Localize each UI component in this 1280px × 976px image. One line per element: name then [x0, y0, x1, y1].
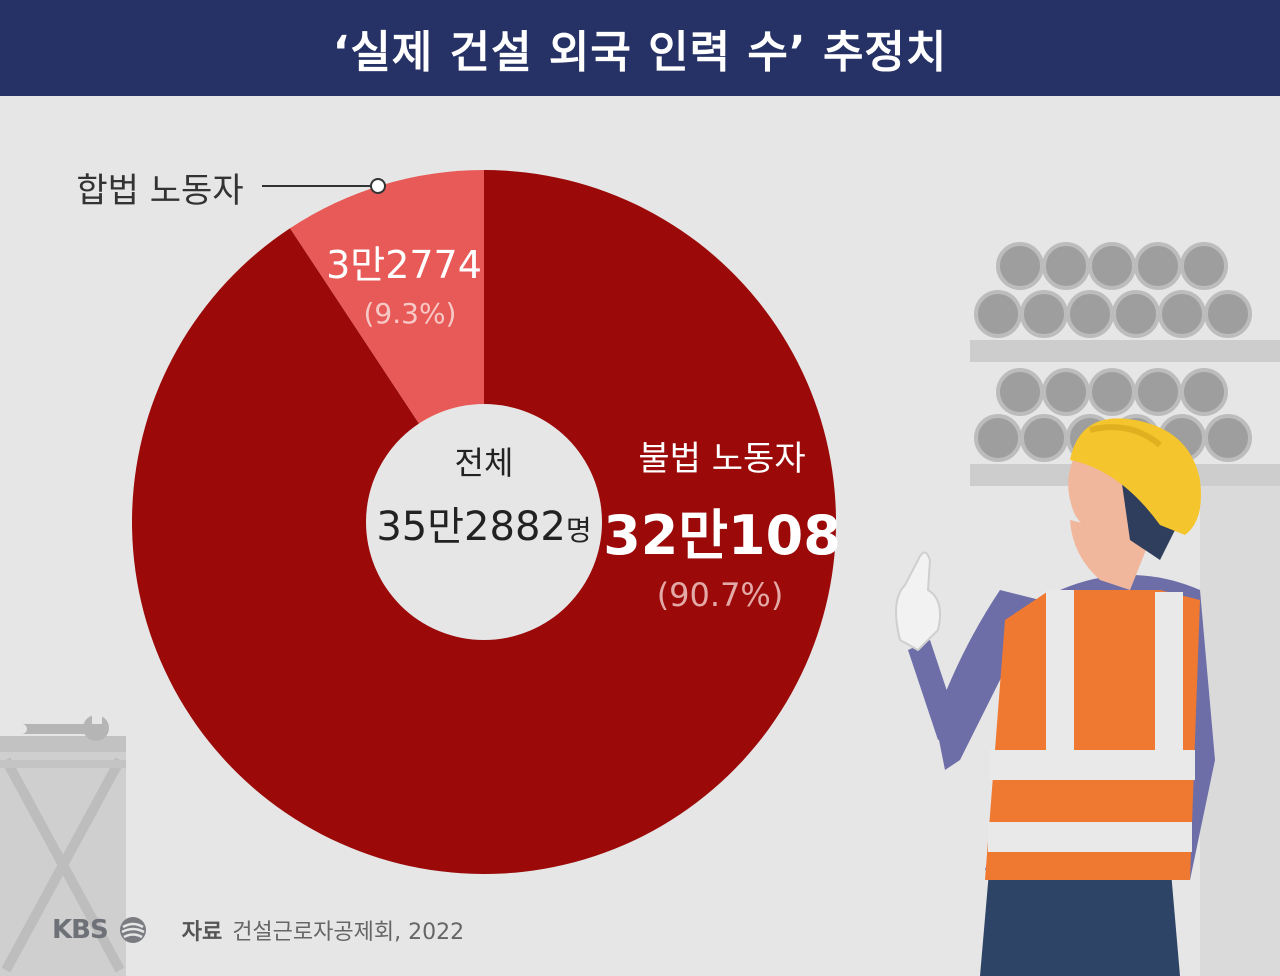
center-label: 전체	[455, 444, 514, 482]
crate-illustration	[0, 736, 126, 976]
donut-hole	[366, 404, 602, 640]
legal-slice-percent: (9.3%)	[364, 297, 457, 330]
pipe-rack-illustration	[970, 242, 1280, 976]
kbs-logo-icon	[119, 917, 146, 943]
kbs-logo-text: KBS	[52, 915, 109, 945]
footer: KBS 자료 건설근로자공제회, 2022	[52, 912, 464, 948]
worker-illustration	[895, 418, 1215, 976]
legal-slice-value: 3만2774	[326, 243, 482, 287]
source-text: 건설근로자공제회, 2022	[232, 920, 465, 945]
illegal-slice-percent: (90.7%)	[657, 576, 784, 614]
source-label: 자료	[181, 920, 223, 945]
total-value: 35만2882명	[376, 504, 591, 550]
legal-slice-name: 합법 노동자	[76, 171, 243, 211]
header-bar: ‘실제 건설 외국 인력 수’ 추정치	[0, 0, 1280, 96]
page-title: ‘실제 건설 외국 인력 수’ 추정치	[332, 27, 948, 78]
illegal-slice-name: 불법 노동자	[638, 439, 805, 479]
legal-leader-dot	[370, 178, 386, 194]
illegal-slice-value: 32만108	[603, 504, 841, 567]
wrench-icon	[17, 714, 109, 741]
